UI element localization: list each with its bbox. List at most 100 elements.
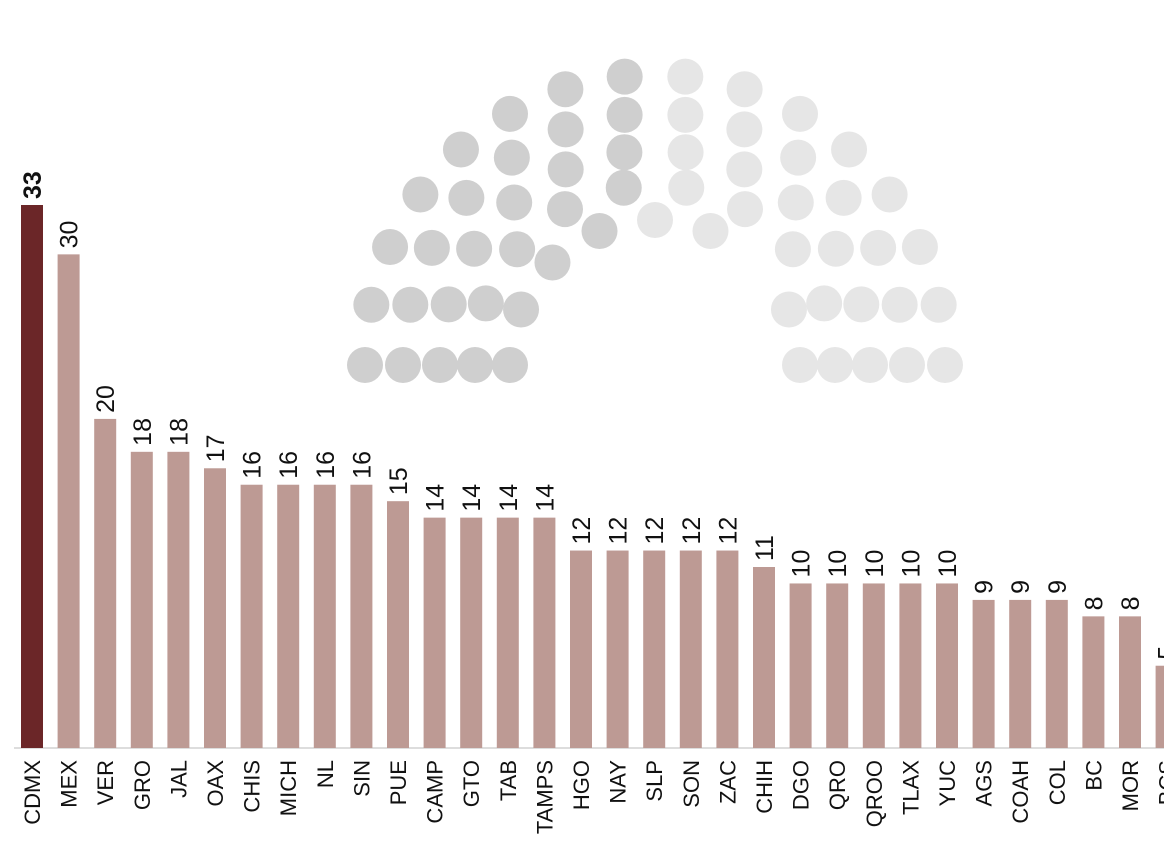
seat-dot [831,131,868,168]
seat-dot [871,176,908,213]
value-label: 9 [1007,580,1035,594]
seat-dot [492,347,528,383]
x-tick-label: SLP [642,760,667,802]
x-tick-label: CDMX [20,760,45,825]
bar [716,550,739,748]
bar [606,550,629,748]
seat-dot [467,285,504,322]
value-label: 12 [714,517,742,545]
bar [460,517,483,748]
bar [277,484,300,748]
bar [204,468,226,748]
x-tick-label: TAMPS [532,760,557,834]
value-label: 11 [751,535,779,561]
seat-dot [503,291,540,328]
seat-dot [442,131,479,168]
x-tick-label: BC [1081,760,1106,791]
value-label: 12 [641,517,669,545]
bar [826,583,849,748]
x-tick-label: SIN [349,760,374,797]
bar [387,501,409,748]
seat-dot [825,179,862,216]
x-tick-label: COAH [1008,760,1033,824]
bar [1082,616,1105,748]
seat-dot [547,191,583,228]
seat-dot [770,291,807,328]
value-label: 8 [1117,596,1145,610]
seat-dot [727,191,763,228]
bar [350,484,373,748]
value-label: 10 [788,550,816,578]
value-label: 14 [495,484,523,512]
value-label: 18 [165,418,193,446]
bar [533,517,556,748]
seat-dot [780,139,817,176]
seat-dot [606,134,643,171]
bar [753,567,775,748]
seat-dot [782,95,818,132]
bar [899,583,922,748]
seat-dot [692,213,729,250]
seat-dot [637,202,673,238]
seat-dot [493,139,530,176]
bar [313,484,336,748]
value-label: 8 [1080,596,1108,610]
seat-dot [726,71,763,108]
seat-dot [889,347,925,383]
seat-dot [726,111,763,148]
bar [57,254,80,748]
seat-dot [881,286,918,323]
bar [1119,616,1141,748]
value-label: 9 [1044,580,1072,594]
x-tick-label: MOR [1118,760,1143,811]
seat-dot [581,213,618,250]
seat-dot [422,347,458,383]
bar [240,484,263,748]
seat-dot [457,347,493,383]
seat-dot [496,184,533,221]
bar [1155,665,1164,748]
x-tick-label: DGO [789,760,814,810]
value-label: 14 [458,484,486,512]
seat-dot [605,169,642,206]
seat-dot [492,95,528,132]
value-label: 9 [971,580,999,594]
seat-dot [860,229,897,266]
value-label: 10 [897,550,925,578]
seat-dot [534,244,571,281]
seat-dot [777,184,814,221]
seat-dot [667,58,704,95]
value-label: 10 [934,550,962,578]
seat-dot [920,286,957,323]
seat-dot [667,96,704,133]
x-tick-label: MICH [276,760,301,816]
bar [167,451,190,748]
seat-dot [843,286,880,323]
x-tick-label: NAY [606,760,631,804]
value-label: 33 [19,171,47,199]
x-tick-label: OAX [203,760,228,807]
x-tick-label: CAMP [423,760,448,824]
value-label: 12 [605,517,633,545]
bar [1045,599,1068,748]
bar [1009,599,1032,748]
bar [862,583,885,748]
parliament-graphic [347,58,963,383]
seat-dot [347,347,383,383]
x-tick-label: SON [679,760,704,808]
value-label: 18 [129,418,157,446]
seat-dot [456,230,493,267]
x-tick-label: GTO [459,760,484,807]
x-tick-label: YUC [935,760,960,807]
seat-dot [726,151,763,188]
bar [643,550,666,748]
seat-dot [667,134,704,171]
bar [21,205,43,748]
seat-dot [606,96,643,133]
value-label: 20 [92,385,120,413]
seat-dot [668,169,705,206]
x-tick-label: GRO [130,760,155,810]
value-label: 17 [202,434,230,462]
x-tick-label: QRO [825,760,850,810]
bar [570,550,592,748]
